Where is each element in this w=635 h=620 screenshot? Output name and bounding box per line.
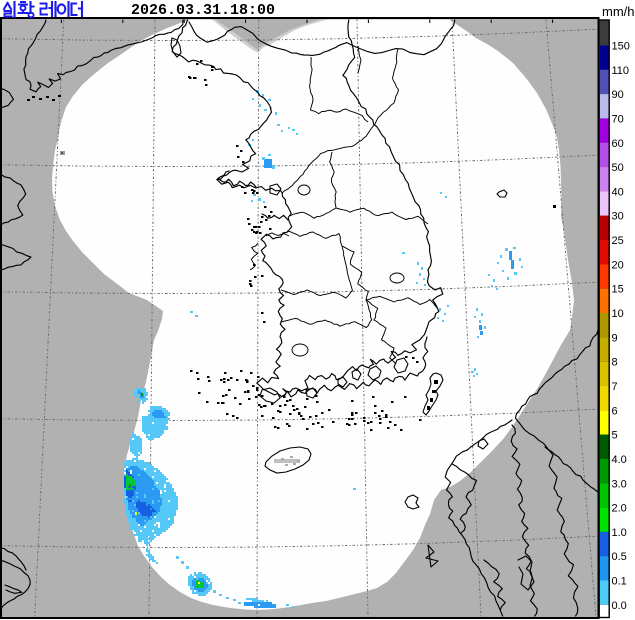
svg-text:25: 25 [612,235,624,247]
svg-text:6: 6 [612,405,618,417]
svg-text:2.0: 2.0 [612,503,627,515]
svg-text:9: 9 [612,332,618,344]
svg-text:5: 5 [612,430,618,442]
svg-text:7: 7 [612,381,618,393]
svg-text:8: 8 [612,357,618,369]
svg-text:0.0: 0.0 [612,600,627,612]
svg-text:15: 15 [612,284,624,296]
svg-text:3.0: 3.0 [612,478,627,490]
svg-text:70: 70 [612,114,624,126]
svg-text:110: 110 [612,65,630,77]
svg-text:2026.03.31.18:00: 2026.03.31.18:00 [131,2,275,19]
svg-text:30: 30 [612,211,624,223]
svg-text:10: 10 [612,308,624,320]
svg-text:4.0: 4.0 [612,454,627,466]
svg-text:150: 150 [612,41,630,53]
svg-text:50: 50 [612,162,624,174]
svg-text:1.0: 1.0 [612,527,627,539]
svg-text:90: 90 [612,89,624,101]
svg-text:20: 20 [612,259,624,271]
svg-text:60: 60 [612,138,624,150]
svg-text:0.1: 0.1 [612,576,627,588]
svg-text:40: 40 [612,186,624,198]
svg-text:mm/h: mm/h [602,4,635,19]
svg-text:0.5: 0.5 [612,551,627,563]
